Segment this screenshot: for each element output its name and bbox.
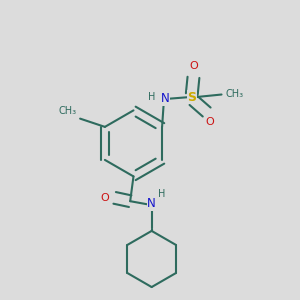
Text: H: H: [158, 188, 166, 199]
Text: S: S: [187, 91, 196, 104]
Text: N: N: [147, 197, 156, 210]
Text: O: O: [206, 117, 214, 127]
Text: O: O: [100, 193, 109, 203]
Text: N: N: [161, 92, 170, 105]
Text: H: H: [148, 92, 155, 102]
Text: O: O: [189, 61, 198, 71]
Text: CH₃: CH₃: [58, 106, 76, 116]
Text: CH₃: CH₃: [226, 89, 244, 99]
